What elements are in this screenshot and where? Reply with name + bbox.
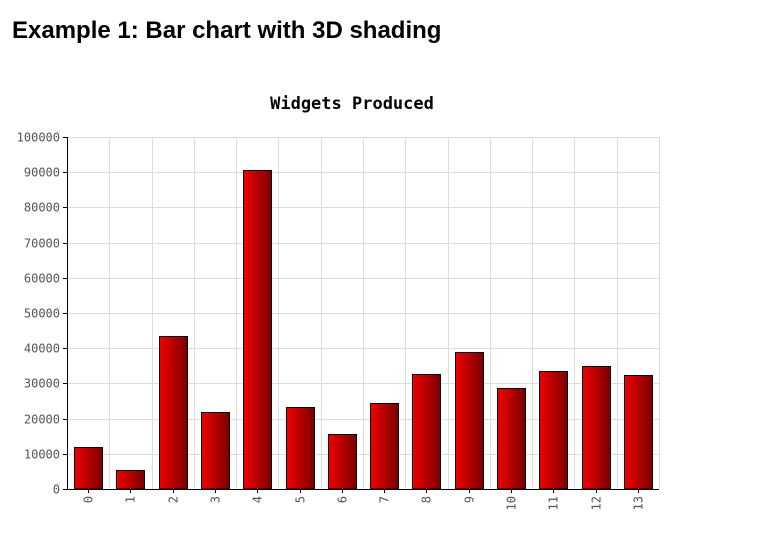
x-tick-label: 13	[632, 496, 646, 510]
x-tick-label: 2	[167, 496, 181, 503]
page-heading: Example 1: Bar chart with 3D shading	[12, 17, 442, 44]
bar-0	[74, 447, 103, 490]
y-tick-label: 70000	[24, 237, 60, 251]
x-tick-label: 12	[590, 496, 604, 510]
x-tick-label: 1	[124, 496, 138, 503]
x-axis-ticks: 0 1 2 3 4 5 6 7 8 9 10 11 12 13	[82, 489, 646, 510]
y-tick-label: 90000	[24, 166, 60, 180]
axes	[67, 137, 659, 490]
y-tick-label: 20000	[24, 413, 60, 427]
y-tick-label: 40000	[24, 342, 60, 356]
y-tick-label: 0	[53, 483, 60, 497]
x-tick-label: 4	[251, 496, 265, 503]
x-tick-label: 0	[82, 496, 96, 503]
y-tick-label: 30000	[24, 377, 60, 391]
bar-7	[370, 403, 399, 490]
y-tick-label: 60000	[24, 272, 60, 286]
bars	[74, 170, 653, 490]
x-tick-label: 9	[463, 496, 477, 503]
bar-11	[539, 371, 568, 490]
y-tick-label: 80000	[24, 201, 60, 215]
bar-10	[497, 388, 526, 490]
x-tick-label: 11	[547, 496, 561, 510]
bar-2	[159, 336, 188, 490]
x-tick-label: 10	[505, 496, 519, 510]
y-axis-ticks: 0 10000 20000 30000 40000 50000 60000 70000 8000…	[17, 131, 67, 497]
bar-5	[286, 407, 315, 490]
bar-8	[412, 374, 441, 490]
x-tick-label: 3	[209, 496, 223, 503]
bar-3	[201, 412, 230, 490]
y-tick-label: 100000	[17, 131, 60, 145]
grid-lines	[67, 137, 660, 490]
bar-1	[116, 470, 145, 490]
bar-6	[328, 434, 357, 490]
x-tick-label: 8	[420, 496, 434, 503]
bar-12	[582, 366, 611, 490]
x-tick-label: 7	[378, 496, 392, 503]
x-tick-label: 6	[336, 496, 350, 503]
bar-13	[624, 375, 653, 490]
y-tick-label: 10000	[24, 448, 60, 462]
x-tick-label: 5	[294, 496, 308, 503]
y-tick-label: 50000	[24, 307, 60, 321]
bar-4	[243, 170, 272, 490]
chart-title: Widgets Produced	[270, 94, 434, 114]
bar-9	[455, 352, 484, 490]
